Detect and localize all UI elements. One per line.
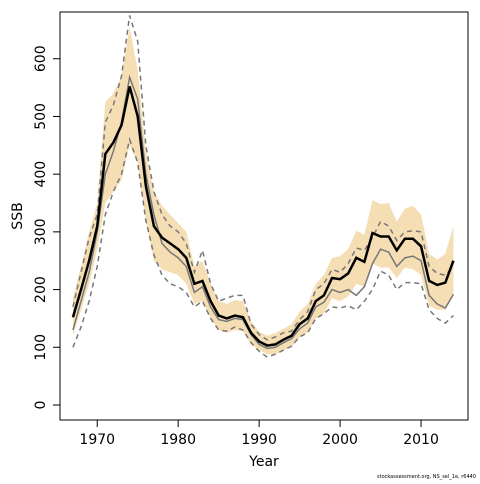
x-tick-label: 1970 bbox=[79, 432, 115, 448]
x-tick-label: 2010 bbox=[403, 432, 439, 448]
y-axis-label: SSB bbox=[10, 202, 26, 229]
y-tick-label: 500 bbox=[33, 103, 49, 130]
plot-frame bbox=[59, 11, 469, 421]
x-tick-label: 1990 bbox=[241, 432, 277, 448]
y-tick-label: 100 bbox=[33, 334, 49, 361]
y-tick-label: 600 bbox=[33, 45, 49, 72]
footnote: stockassessment.org, NS_sel_1e, r6440 bbox=[377, 474, 476, 480]
y-tick-label: 0 bbox=[33, 401, 49, 410]
x-axis-label: Year bbox=[248, 454, 279, 470]
estimate-line bbox=[71, 86, 455, 347]
x-tick-label: 2000 bbox=[322, 432, 358, 448]
y-tick-label: 400 bbox=[33, 161, 49, 188]
confidence-band bbox=[72, 27, 454, 355]
y-tick-label: 300 bbox=[33, 219, 49, 246]
estimate-line bbox=[72, 74, 455, 350]
bound-line bbox=[72, 136, 454, 358]
y-tick-label: 200 bbox=[33, 276, 49, 303]
x-tick-label: 1980 bbox=[160, 432, 196, 448]
